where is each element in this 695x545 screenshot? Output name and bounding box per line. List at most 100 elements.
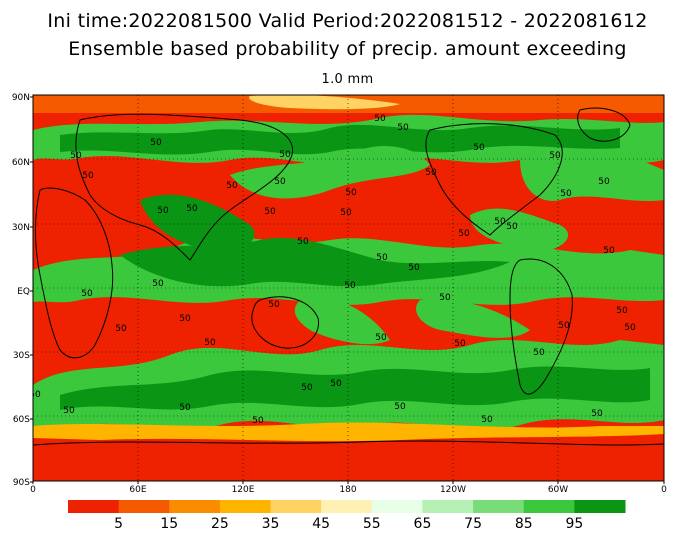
colorbar bbox=[68, 500, 626, 513]
antarctic-edge bbox=[33, 422, 664, 442]
contour-label-50: 50 bbox=[152, 279, 164, 289]
south-indian-tongue bbox=[294, 297, 390, 345]
lat-label: 60N bbox=[12, 158, 30, 168]
contour-label-50: 50 bbox=[344, 281, 356, 291]
contour-label-50: 50 bbox=[81, 289, 93, 299]
contour-label-50: 50 bbox=[408, 263, 420, 273]
contour-label-50: 50 bbox=[494, 217, 506, 227]
lat-label: 30N bbox=[12, 223, 30, 233]
asian-monsoon-core bbox=[140, 194, 255, 251]
contour-label-50: 50 bbox=[376, 253, 388, 263]
lon-label: 180 bbox=[339, 485, 356, 495]
contour-label-50: 50 bbox=[70, 151, 82, 161]
contour-label-50: 50 bbox=[268, 300, 280, 310]
latitude-axis: 90N 60N 30N EQ 30S 60S 90S bbox=[12, 93, 33, 488]
contour-label-50: 50 bbox=[397, 123, 409, 133]
colorbar-swatch bbox=[422, 500, 474, 513]
central-america-band bbox=[470, 208, 569, 251]
contour-label-50: 50 bbox=[549, 151, 561, 161]
lat-label: EQ bbox=[17, 287, 30, 297]
colorbar-swatch bbox=[169, 500, 221, 513]
contour-label-50: 50 bbox=[425, 168, 437, 178]
contour-label-50: 50 bbox=[157, 206, 169, 216]
greenland-outline bbox=[577, 107, 631, 142]
longitude-axis: 0 60E 120E 180 120W 60W 0 bbox=[30, 481, 667, 495]
contour-label-50: 50 bbox=[264, 207, 276, 217]
lon-label: 0 bbox=[30, 485, 36, 495]
contour-label-50: 50 bbox=[330, 379, 342, 389]
threshold-label: 1.0 mm bbox=[321, 72, 374, 87]
colorbar-swatch bbox=[523, 500, 575, 513]
contour-label-50: 50 bbox=[558, 321, 570, 331]
colorbar-swatch bbox=[321, 500, 373, 513]
contour-label-50: 50 bbox=[297, 237, 309, 247]
contour-label-50: 50 bbox=[374, 114, 386, 124]
contour-label-50: 50 bbox=[506, 222, 518, 232]
contour-label-50: 50 bbox=[394, 402, 406, 412]
colorbar-swatch bbox=[371, 500, 423, 513]
africa-outline bbox=[35, 187, 114, 359]
contour-label-50: 50 bbox=[560, 189, 572, 199]
contour-label-50: 50 bbox=[186, 204, 198, 214]
contour-label-50: 50 bbox=[82, 171, 94, 181]
contour-label-50: 50 bbox=[226, 181, 238, 191]
antarctica-outline bbox=[33, 440, 664, 446]
colorbar-label: 95 bbox=[565, 516, 583, 532]
contour-label-50: 50 bbox=[274, 177, 286, 187]
contour-label-50: 50 bbox=[375, 333, 387, 343]
north-pacific-band bbox=[230, 145, 430, 199]
colorbar-swatch bbox=[473, 500, 525, 513]
lat-label: 90N bbox=[12, 93, 30, 103]
contour-label-50: 50 bbox=[279, 150, 291, 160]
colorbar-swatch bbox=[270, 500, 322, 513]
contour-label-50: 50 bbox=[179, 403, 191, 413]
contour-label-50: 50 bbox=[473, 143, 485, 153]
colorbar-label: 65 bbox=[414, 516, 432, 532]
colorbar-label: 55 bbox=[363, 516, 381, 532]
contour-label-50: 50 bbox=[179, 314, 191, 324]
lon-label: 120E bbox=[232, 485, 255, 495]
northern-storm-core bbox=[60, 124, 620, 155]
colorbar-swatch bbox=[118, 500, 170, 513]
south-pacific-tongue bbox=[416, 299, 530, 338]
lat-label: 30S bbox=[13, 351, 30, 361]
lon-label: 60E bbox=[129, 485, 146, 495]
colorbar-swatch bbox=[68, 500, 120, 513]
colorbar-label: 45 bbox=[312, 516, 330, 532]
colorbar-label: 15 bbox=[160, 516, 178, 532]
colorbar-label: 5 bbox=[114, 516, 123, 532]
contour-label-50: 50 bbox=[598, 177, 610, 187]
colorbar-label: 75 bbox=[464, 516, 482, 532]
contour-label-50: 50 bbox=[150, 138, 162, 148]
contour-label-50: 50 bbox=[458, 229, 470, 239]
colorbar-label: 35 bbox=[262, 516, 280, 532]
title-description: Ensemble based probability of precip. am… bbox=[68, 38, 627, 60]
contour-label-50: 50 bbox=[204, 338, 216, 348]
contour-label-50: 50 bbox=[624, 323, 636, 333]
contour-label-50: 50 bbox=[345, 188, 357, 198]
eurasia-outline bbox=[75, 113, 293, 261]
contour-label-50: 50 bbox=[533, 348, 545, 358]
lat-label: 90S bbox=[13, 478, 30, 488]
lon-label: 120W bbox=[440, 485, 466, 495]
coastlines bbox=[33, 107, 664, 446]
lon-label: 0 bbox=[661, 485, 667, 495]
contour-label-50: 50 bbox=[439, 293, 451, 303]
title-init-valid: Ini time:2022081500 Valid Period:2022081… bbox=[47, 10, 648, 32]
colorbar-label: 85 bbox=[515, 516, 533, 532]
contour-label-50: 50 bbox=[616, 306, 628, 316]
contour-label-50: 50 bbox=[63, 406, 75, 416]
contour-label-50: 50 bbox=[481, 415, 493, 425]
contour-label-50: 50 bbox=[340, 208, 352, 218]
colorbar-swatch bbox=[574, 500, 626, 513]
contour-label-50: 50 bbox=[454, 339, 466, 349]
arctic-light-patch bbox=[249, 95, 400, 110]
north-atlantic-band bbox=[520, 156, 664, 202]
contour-label-50: 50 bbox=[301, 383, 313, 393]
lon-label: 60W bbox=[548, 485, 568, 495]
contour-label-50: 50 bbox=[115, 324, 127, 334]
australia-outline bbox=[251, 296, 320, 349]
lat-label: 60S bbox=[13, 415, 30, 425]
